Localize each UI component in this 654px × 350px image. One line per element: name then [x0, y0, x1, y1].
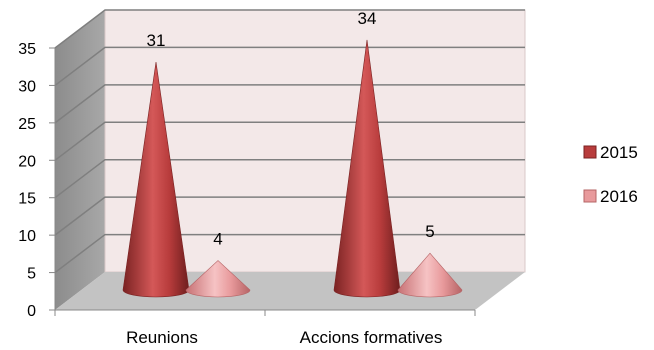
data-label: 4	[213, 230, 222, 249]
gridline	[54, 9, 525, 49]
data-label: 5	[425, 222, 434, 241]
legend-swatch-2015	[583, 145, 597, 159]
gridline	[54, 46, 525, 87]
gridline	[54, 121, 525, 161]
cone-2016-reunions	[185, 260, 251, 298]
y-tick-label: 10	[18, 228, 36, 245]
data-label: 34	[358, 9, 377, 28]
data-labels: 31 4 34 5	[147, 9, 435, 249]
x-tick-label: Accions formatives	[300, 328, 443, 347]
cone-2016-accions-formatives	[397, 252, 463, 298]
y-tick-label: 5	[27, 266, 36, 283]
legend-label-2015: 2015	[600, 143, 638, 162]
y-tick-label: 15	[18, 191, 36, 208]
y-tick-label: 0	[27, 303, 36, 320]
y-tick-label: 20	[18, 153, 36, 170]
y-tick-label: 30	[18, 78, 36, 95]
y-axis-ticks: 0 5 10 15 20 25 30 35	[18, 41, 55, 320]
cones	[122, 39, 463, 298]
x-tick-label: Reunions	[126, 328, 198, 347]
y-tick-label: 25	[18, 116, 36, 133]
legend-swatch-2016	[583, 189, 597, 203]
data-label: 31	[147, 31, 166, 50]
y-tick-label: 35	[18, 41, 36, 58]
gridline	[54, 84, 525, 124]
gridline	[54, 158, 525, 199]
side-wall	[55, 10, 105, 310]
legend-label-2016: 2016	[600, 187, 638, 206]
legend: 2015 2016	[583, 143, 638, 206]
